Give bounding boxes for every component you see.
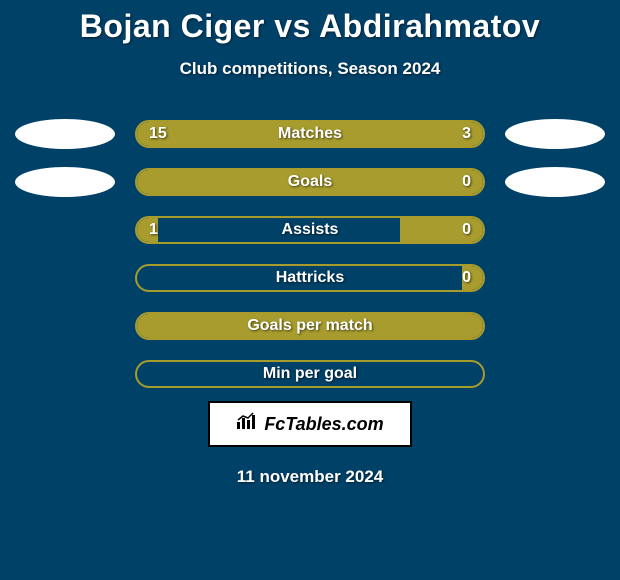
brand-badge[interactable]: FcTables.com bbox=[208, 401, 412, 447]
stat-label: Goals per match bbox=[137, 317, 483, 335]
stat-bar-track: 10Assists bbox=[135, 216, 485, 244]
player-right-ellipse bbox=[505, 119, 605, 149]
stats-rows: 153Matches 0Goals 10Assists 0Hattricks Goals… bbox=[0, 119, 620, 389]
stat-bar-track: 153Matches bbox=[135, 120, 485, 148]
stat-bar-track: Goals per match bbox=[135, 312, 485, 340]
player-right-ellipse bbox=[505, 167, 605, 197]
stat-row: 0Goals bbox=[0, 167, 620, 197]
stat-row: 0Hattricks bbox=[0, 263, 620, 293]
stat-label: Matches bbox=[137, 125, 483, 143]
stat-row: Goals per match bbox=[0, 311, 620, 341]
stat-bar-track: Min per goal bbox=[135, 360, 485, 388]
date-label: 11 november 2024 bbox=[0, 467, 620, 487]
stat-label: Goals bbox=[137, 173, 483, 191]
stat-label: Hattricks bbox=[137, 269, 483, 287]
player-left-ellipse bbox=[15, 167, 115, 197]
brand-text: FcTables.com bbox=[264, 414, 383, 435]
subtitle: Club competitions, Season 2024 bbox=[0, 59, 620, 79]
stat-label: Assists bbox=[137, 221, 483, 239]
stat-row: 153Matches bbox=[0, 119, 620, 149]
stat-row: Min per goal bbox=[0, 359, 620, 389]
comparison-card: Bojan Ciger vs Abdirahmatov Club competi… bbox=[0, 0, 620, 487]
stat-bar-track: 0Goals bbox=[135, 168, 485, 196]
stat-label: Min per goal bbox=[137, 365, 483, 383]
stat-row: 10Assists bbox=[0, 215, 620, 245]
stat-bar-track: 0Hattricks bbox=[135, 264, 485, 292]
page-title: Bojan Ciger vs Abdirahmatov bbox=[0, 8, 620, 45]
chart-icon bbox=[236, 412, 258, 436]
player-left-ellipse bbox=[15, 119, 115, 149]
